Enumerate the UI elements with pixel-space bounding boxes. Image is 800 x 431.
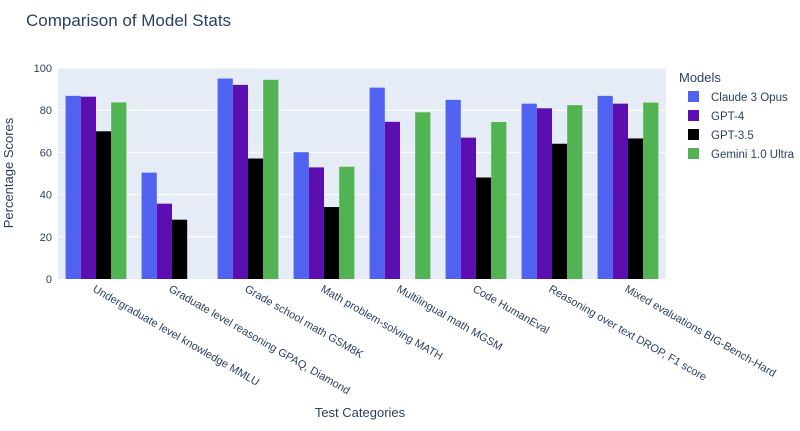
bar <box>460 137 476 279</box>
legend-swatch[interactable] <box>688 148 699 159</box>
x-tick-label: Undergraduate level knowledge MMLU <box>91 283 262 388</box>
bar <box>308 167 324 279</box>
bar <box>415 112 431 279</box>
bar <box>232 84 248 279</box>
bar <box>339 166 355 279</box>
bar <box>263 79 279 279</box>
bar <box>612 103 628 279</box>
x-tick-label: Math problem-solving MATH <box>319 283 445 363</box>
bar <box>65 95 81 280</box>
bar <box>445 99 461 280</box>
legend-label[interactable]: GPT-4 <box>711 111 745 123</box>
bar <box>324 207 340 279</box>
y-axis-title: Percentage Scores <box>1 117 16 228</box>
legend-swatch[interactable] <box>688 129 699 140</box>
bar <box>80 96 96 279</box>
y-tick-label: 20 <box>40 232 52 244</box>
y-tick-label: 60 <box>40 147 52 159</box>
x-tick-label: Code HumanEval <box>471 283 552 337</box>
y-tick-labels: 0 20 40 60 80 100 <box>34 63 52 286</box>
bar <box>491 122 507 280</box>
bar <box>111 102 127 279</box>
bar <box>567 105 583 279</box>
legend: Models Claude 3 Opus GPT-4 GPT-3.5 Gemini 1… <box>679 70 795 161</box>
bar <box>476 177 492 279</box>
bar <box>628 138 644 279</box>
bar <box>172 219 188 279</box>
x-tick-label: Reasoning over text DROP, F1 score <box>547 283 709 383</box>
y-tick-label: 0 <box>46 274 52 286</box>
y-tick-label: 100 <box>34 63 52 75</box>
x-tick-label: Grade school math GSM8K <box>243 283 366 361</box>
bar <box>536 108 552 280</box>
bar <box>141 172 157 279</box>
legend-swatch[interactable] <box>688 110 699 121</box>
bars <box>65 78 659 280</box>
bar <box>96 131 112 279</box>
legend-label[interactable]: Claude 3 Opus <box>711 92 788 104</box>
y-tick-label: 40 <box>40 190 52 202</box>
bar <box>369 87 385 279</box>
bar <box>248 158 264 279</box>
chart-title: Comparison of Model Stats <box>26 11 231 30</box>
y-tick-label: 80 <box>40 105 52 117</box>
legend-label[interactable]: Gemini 1.0 Ultra <box>711 149 795 161</box>
bar <box>156 203 172 279</box>
bar <box>217 78 233 279</box>
x-tick-label: Mixed evaluations BIG-Bench-Hard <box>623 283 778 380</box>
bar <box>597 95 613 280</box>
legend-swatch[interactable] <box>688 91 699 102</box>
legend-label[interactable]: GPT-3.5 <box>711 130 754 142</box>
bar <box>384 121 400 280</box>
bar <box>521 103 537 279</box>
legend-title: Models <box>679 70 721 85</box>
bar <box>643 102 659 279</box>
x-axis-title: Test Categories <box>315 405 406 420</box>
bar <box>293 152 309 279</box>
bar <box>552 143 568 279</box>
x-tick-labels: Undergraduate level knowledge MMLUGradua… <box>91 283 778 397</box>
